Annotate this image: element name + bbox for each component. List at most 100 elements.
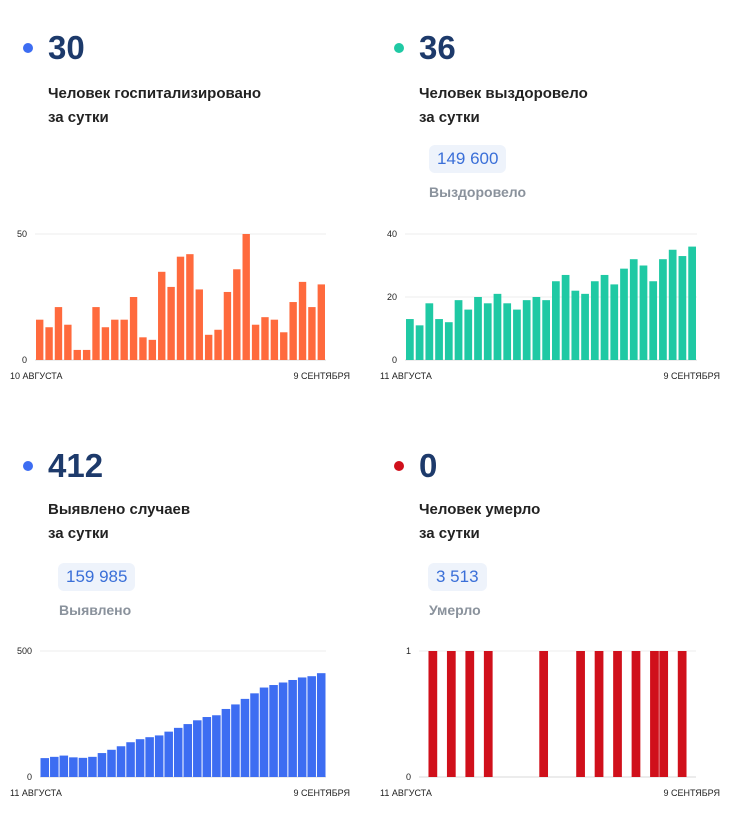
bar <box>183 724 193 777</box>
bar <box>649 281 658 360</box>
bar <box>233 269 241 360</box>
bar <box>610 284 619 360</box>
bar <box>111 319 119 360</box>
bar <box>454 300 463 360</box>
bar <box>221 708 231 777</box>
bar <box>444 322 453 360</box>
bar <box>613 651 622 777</box>
deaths-total-label: Умерло <box>429 602 481 618</box>
bar <box>464 309 473 360</box>
cases-dot <box>23 461 33 471</box>
y-tick-label: 0 <box>392 355 397 365</box>
cases-total: 159 985 <box>58 563 136 591</box>
bar <box>308 307 316 360</box>
recovered-dot <box>394 43 404 53</box>
bar <box>270 319 279 360</box>
y-tick-label: 50 <box>17 229 27 239</box>
bar <box>50 756 59 777</box>
bar <box>116 746 126 777</box>
bar <box>40 758 50 777</box>
bar <box>406 319 414 360</box>
bar <box>446 651 456 777</box>
bar <box>425 303 434 360</box>
bar <box>167 286 175 360</box>
bar <box>493 293 502 360</box>
bar <box>278 682 288 777</box>
bar <box>82 349 91 360</box>
y-tick-label: 500 <box>17 646 32 656</box>
bar <box>164 731 173 777</box>
bar <box>64 324 72 360</box>
bar <box>297 677 307 777</box>
recovered-total: 149 600 <box>429 145 507 173</box>
bar <box>250 693 259 777</box>
bar <box>261 317 269 360</box>
bar <box>298 281 307 360</box>
recovered-panel: 36 Человек выздоровело за сутки 149 600 … <box>370 0 740 400</box>
deaths-number: 0 <box>419 447 438 484</box>
bar <box>532 297 541 360</box>
bar <box>483 303 492 360</box>
bar <box>214 329 222 360</box>
bar <box>186 254 194 360</box>
hospitalized-dot <box>23 43 33 53</box>
bar <box>120 319 128 360</box>
y-tick-label: 1 <box>406 646 411 656</box>
bar <box>92 307 100 360</box>
x-end-label: 9 СЕНТЯБРЯ <box>663 371 720 381</box>
bar <box>45 327 53 360</box>
bar <box>659 259 667 360</box>
bar <box>503 303 512 360</box>
bar <box>231 704 240 777</box>
bar <box>483 651 493 777</box>
cases-chart: 0 500 11 АВГУСТА 9 СЕНТЯБРЯ <box>10 646 350 798</box>
x-end-label: 9 СЕНТЯБРЯ <box>293 371 350 381</box>
recovered-number: 36 <box>419 29 456 66</box>
bar <box>145 737 154 777</box>
bar <box>581 293 589 360</box>
bar <box>78 757 88 777</box>
deaths-dot <box>394 461 404 471</box>
bar <box>176 256 185 360</box>
hospitalized-number: 30 <box>48 29 85 66</box>
bar <box>513 309 521 360</box>
cases-number: 412 <box>48 447 104 484</box>
recovered-total-label: Выздоровело <box>429 184 527 200</box>
bar <box>269 685 278 777</box>
bar <box>280 332 288 360</box>
deaths-panel: 0 Человек умерло за сутки 3 513 Умерло 0… <box>370 418 740 831</box>
y-tick-label: 0 <box>406 772 411 782</box>
bar <box>251 324 260 360</box>
bar <box>36 319 44 360</box>
bar <box>126 742 135 777</box>
bar <box>639 265 648 360</box>
y-tick-label: 40 <box>387 229 397 239</box>
bar <box>474 297 482 360</box>
bar <box>139 337 147 360</box>
bar <box>148 339 157 360</box>
bar <box>288 679 297 777</box>
bar <box>193 720 202 777</box>
bar <box>242 234 250 360</box>
hospitalized-panel: 30 Человек госпитализировано за сутки 0 5… <box>0 0 370 400</box>
deaths-chart: 0 1 11 АВГУСТА 9 СЕНТЯБРЯ <box>380 646 720 798</box>
bar <box>594 651 604 777</box>
y-tick-label: 0 <box>27 772 32 782</box>
x-start-label: 11 АВГУСТА <box>10 788 62 798</box>
bar <box>317 284 325 360</box>
bar <box>107 749 116 777</box>
y-tick-label: 0 <box>22 355 27 365</box>
bar <box>677 651 687 777</box>
y-tick-label: 20 <box>387 292 397 302</box>
bar <box>590 281 599 360</box>
bar <box>154 735 164 777</box>
cases-total-label: Выявлено <box>59 602 132 618</box>
bar <box>631 651 641 777</box>
cases-panel: 412 Выявлено случаев за сутки 159 985 Вы… <box>0 418 370 831</box>
bar <box>195 289 203 360</box>
x-start-label: 10 АВГУСТА <box>10 371 63 381</box>
bar <box>135 739 145 777</box>
bar <box>289 302 297 360</box>
bar <box>158 271 166 360</box>
bar <box>101 327 110 360</box>
